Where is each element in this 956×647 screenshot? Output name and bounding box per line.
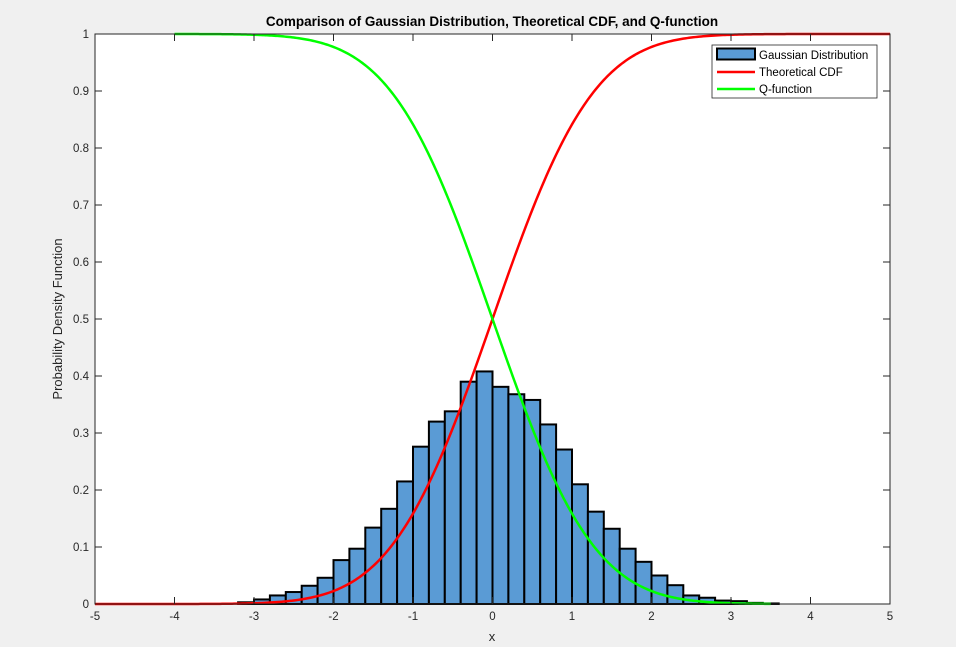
y-tick-label: 0.8 [73, 143, 89, 155]
histogram-bar [427, 420, 446, 605]
histogram-bar [634, 560, 653, 606]
y-axis-ticks: 0 0.1 0.2 0.3 0.4 0.5 0.6 0.7 0.8 0.9 1 [73, 29, 890, 611]
y-tick-label: 0.2 [73, 485, 89, 497]
chart-title: Comparison of Gaussian Distribution, The… [266, 14, 718, 29]
y-tick-label: 0.3 [73, 428, 89, 440]
x-tick-label: -1 [408, 611, 418, 623]
histogram-bar [332, 559, 351, 605]
legend-swatch-histogram [716, 47, 756, 61]
x-axis-ticks: -5 -4 -3 -2 -1 0 1 2 3 4 5 [90, 34, 893, 623]
x-tick-label: 4 [807, 611, 814, 623]
y-tick-label: 0.7 [73, 200, 89, 212]
y-tick-label: 1 [83, 29, 89, 41]
y-tick-label: 0 [83, 599, 89, 611]
x-tick-label: 0 [489, 611, 495, 623]
series-line-q-function [174, 32, 771, 606]
x-tick-label: -4 [169, 611, 180, 623]
histogram-bar [618, 547, 637, 606]
histogram-bar [507, 393, 526, 605]
x-tick-label: -3 [249, 611, 259, 623]
histogram-bar [348, 547, 367, 606]
histogram-bar [571, 483, 589, 605]
x-tick-label: -2 [328, 611, 338, 623]
y-tick-label: 0.6 [73, 257, 89, 269]
histogram-bar [666, 584, 685, 606]
x-tick-label: 3 [728, 611, 734, 623]
y-axis-label: Probability Density Function [50, 238, 65, 399]
histogram-bar [475, 370, 494, 605]
histogram-bar [555, 448, 573, 605]
histogram-bar [396, 480, 415, 606]
x-tick-label: 5 [887, 611, 893, 623]
y-tick-label: 0.5 [73, 314, 89, 326]
y-tick-label: 0.1 [73, 542, 89, 554]
histogram-bars [237, 370, 780, 606]
histogram-bar [412, 445, 430, 605]
legend: Gaussian Distribution Theoretical CDF Q-… [711, 44, 878, 99]
x-tick-label: 1 [569, 611, 575, 623]
histogram-bar [586, 510, 605, 605]
histogram-bar [491, 385, 510, 605]
x-tick-label: -5 [90, 611, 100, 623]
y-tick-label: 0.4 [73, 371, 90, 383]
legend-label-histogram: Gaussian Distribution [759, 50, 868, 62]
histogram-bar [650, 574, 669, 605]
histogram-bar [459, 380, 478, 606]
y-tick-label: 0.9 [73, 86, 89, 98]
x-axis-label: x [489, 629, 496, 644]
legend-label-cdf: Theoretical CDF [759, 67, 843, 79]
x-tick-label: 2 [648, 611, 654, 623]
legend-label-qfunction: Q-function [759, 84, 812, 96]
histogram-bar [300, 584, 319, 606]
